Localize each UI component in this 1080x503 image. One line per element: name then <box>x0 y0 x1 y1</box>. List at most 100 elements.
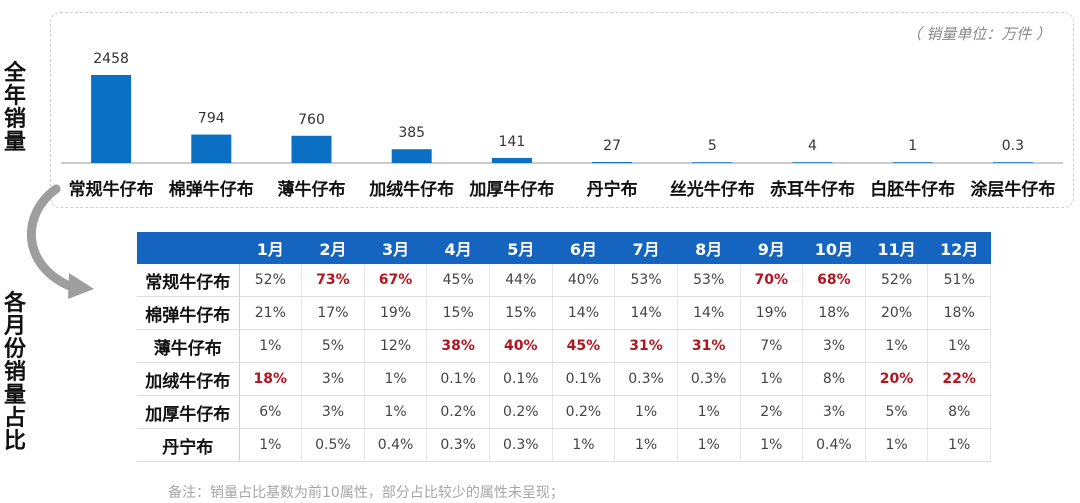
table-cell: 0.2% <box>552 395 616 429</box>
month-header: 12月 <box>927 232 991 264</box>
table-cell: 0.2% <box>426 395 490 429</box>
bar <box>291 135 332 163</box>
table-cell: 8% <box>802 362 866 396</box>
table-cell: 19% <box>740 296 804 330</box>
monthly-share-side-label: 各月份销量占比 <box>3 291 26 454</box>
table-cell: 0.4% <box>802 428 866 462</box>
bar <box>692 162 733 163</box>
table-cell: 45% <box>552 329 616 363</box>
table-cell: 1% <box>677 395 741 429</box>
table-cell: 0.3% <box>426 428 490 462</box>
bar-value-label: 5 <box>708 138 717 154</box>
bar <box>592 162 633 163</box>
table-cell: 0.1% <box>552 362 616 396</box>
table-cell: 1% <box>614 428 678 462</box>
month-header: 11月 <box>865 232 928 264</box>
bar-value-label: 760 <box>298 112 325 128</box>
bar-value-label: 2458 <box>93 51 129 67</box>
bar-value-label: 4 <box>808 138 817 154</box>
table-cell: 0.1% <box>489 362 553 396</box>
table-cell: 0.3% <box>677 362 741 396</box>
table-cell: 73% <box>301 264 365 297</box>
month-header-row: 1月 2月 3月 4月 5月 6月 7月 8月 9月 10月 11月 12月 <box>137 232 991 264</box>
table-cell: 52% <box>865 264 929 297</box>
table-cell: 1% <box>364 395 428 429</box>
table-cell: 1% <box>364 362 428 396</box>
table-row: 丹宁布 1% 0.5% 0.4% 0.3% 0.3% 1% 1% 1% 1% 0.4% 1% 1% <box>137 428 991 462</box>
curved-arrow-icon <box>26 184 94 299</box>
bar-value-label: 1 <box>908 138 917 154</box>
table-cell: 52% <box>239 264 303 297</box>
table-cell: 17% <box>301 296 365 330</box>
table-cell: 14% <box>552 296 616 330</box>
row-label: 加厚牛仔布 <box>137 395 240 429</box>
table-cell: 0.3% <box>614 362 678 396</box>
table-cell: 20% <box>865 296 929 330</box>
month-header: 7月 <box>614 232 678 264</box>
category-label: 丝光牛仔布 <box>670 179 755 200</box>
table-cell: 19% <box>364 296 428 330</box>
table-cell: 0.5% <box>301 428 365 462</box>
table-cell: 45% <box>426 264 490 297</box>
category-label: 丹宁布 <box>587 179 638 200</box>
table-cell: 31% <box>677 329 741 363</box>
row-label: 棉弹牛仔布 <box>137 296 240 330</box>
table-row: 加厚牛仔布 6% 3% 1% 0.2% 0.2% 0.2% 1% 1% 2% 3% 5% 8% <box>137 395 991 429</box>
bar <box>91 75 132 163</box>
table-cell: 1% <box>740 428 804 462</box>
table-cell: 3% <box>301 362 365 396</box>
bar-value-label: 0.3 <box>1002 138 1024 154</box>
table-cell: 14% <box>677 296 741 330</box>
footnote: 备注：销量占比基数为前10属性，部分占比较少的属性未呈现； <box>168 485 564 501</box>
category-label: 加厚牛仔布 <box>468 179 554 200</box>
table-cell: 67% <box>364 264 428 297</box>
row-label: 丹宁布 <box>137 428 240 462</box>
category-label: 涂层牛仔布 <box>970 179 1055 200</box>
table-cell: 1% <box>239 428 303 462</box>
table-cell: 31% <box>614 329 678 363</box>
month-header: 4月 <box>426 232 490 264</box>
annual-sales-chart-panel: （ 销量单位：万件 ） 2458 常规牛仔布 794 棉弹牛仔布 760 薄牛仔布 385 加… <box>50 12 1074 208</box>
table-row: 棉弹牛仔布 21% 17% 19% 15% 15% 14% 14% 14% 19% 18% 20% 18… <box>137 296 991 330</box>
table-cell: 6% <box>239 395 303 429</box>
table-row: 常规牛仔布 52% 73% 67% 45% 44% 40% 53% 53% 70% 68% 52% 51… <box>137 264 991 297</box>
month-header: 6月 <box>552 232 615 264</box>
table-cell: 40% <box>552 264 616 297</box>
month-header: 3月 <box>364 232 427 264</box>
month-header: 8月 <box>677 232 740 264</box>
month-header: 5月 <box>489 232 553 264</box>
month-header: 1月 <box>239 232 302 264</box>
table-cell: 1% <box>740 362 804 396</box>
table-cell: 14% <box>614 296 678 330</box>
table-cell: 18% <box>927 296 991 330</box>
table-cell: 53% <box>614 264 678 297</box>
category-label: 常规牛仔布 <box>69 179 154 200</box>
table-cell: 5% <box>301 329 365 363</box>
table-cell: 15% <box>426 296 490 330</box>
row-label: 常规牛仔布 <box>137 264 240 297</box>
table-cell: 0.1% <box>426 362 490 396</box>
bar-value-label: 385 <box>398 125 425 141</box>
table-cell: 1% <box>927 428 991 462</box>
table-cell: 12% <box>364 329 428 363</box>
table-cell: 3% <box>802 329 866 363</box>
table-cell: 15% <box>489 296 553 330</box>
table-cell: 0.2% <box>489 395 553 429</box>
table-cell: 53% <box>677 264 741 297</box>
table-cell: 3% <box>301 395 365 429</box>
table-cell: 44% <box>489 264 553 297</box>
table-cell: 40% <box>489 329 553 363</box>
category-label: 赤耳牛仔布 <box>770 179 855 200</box>
table-cell: 0.4% <box>364 428 428 462</box>
unit-note: （ 销量单位：万件 ） <box>906 25 1051 43</box>
row-label: 加绒牛仔布 <box>137 362 240 396</box>
table-cell: 1% <box>865 428 929 462</box>
table-cell: 38% <box>426 329 490 363</box>
table-cell: 21% <box>239 296 303 330</box>
category-label: 棉弹牛仔布 <box>169 179 254 200</box>
table-cell: 1% <box>239 329 303 363</box>
bar-value-label: 141 <box>499 134 526 150</box>
bar <box>892 162 933 163</box>
table-cell: 68% <box>802 264 866 297</box>
table-cell: 5% <box>865 395 929 429</box>
